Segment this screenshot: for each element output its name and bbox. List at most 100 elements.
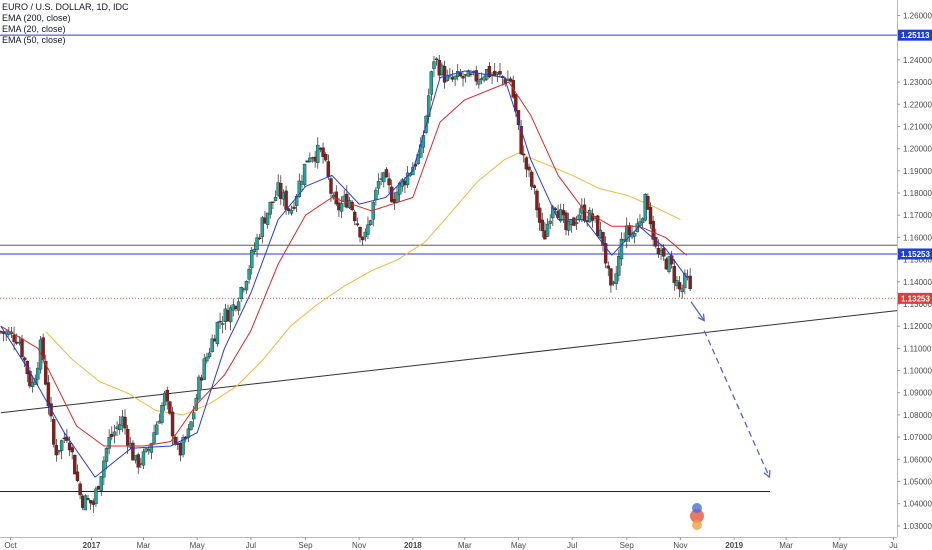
candle-up (202, 358, 206, 380)
candle-down (70, 447, 74, 453)
candle-up (294, 195, 299, 206)
candle-up (36, 367, 40, 380)
x-tick-label: Mar (137, 541, 151, 550)
candle-down (498, 70, 502, 75)
legend-ema-50: EMA (50, close) (2, 35, 66, 45)
candle-up (94, 488, 98, 504)
candle-down (20, 338, 24, 357)
price-badge-label: 1.25113 (901, 31, 930, 40)
candle-up (252, 248, 257, 253)
y-tick-label: 1.07000 (903, 433, 932, 442)
ema-50-line (0, 81, 687, 447)
trendline-layer[interactable] (0, 310, 898, 414)
price-badge[interactable] (898, 248, 932, 260)
candle-up (574, 222, 579, 225)
y-tick-label: 1.21000 (903, 122, 932, 131)
candle-down (324, 154, 328, 161)
forecast-arrows[interactable] (690, 301, 771, 479)
candle-up (152, 432, 156, 444)
candle-down (601, 231, 605, 246)
candle-down (46, 382, 51, 407)
candle-down (603, 243, 608, 264)
price-badge-label: 1.15253 (901, 250, 930, 259)
candle-up (207, 352, 212, 358)
candle-up (149, 443, 154, 453)
candle-up (30, 382, 35, 387)
candle-up (59, 440, 64, 451)
candle-up (429, 71, 434, 95)
candle-down (22, 357, 27, 361)
candle-down (218, 320, 222, 323)
candle-up (566, 221, 571, 231)
forecast-arrow-head (763, 470, 771, 479)
horizontal-lines[interactable] (0, 34, 897, 492)
x-tick-label: Oct (4, 541, 17, 550)
forecast-arrow-1[interactable] (690, 301, 705, 321)
y-tick-label: 1.05000 (903, 477, 932, 486)
candle-down (529, 171, 534, 187)
forecast-arrow-2[interactable] (703, 330, 770, 478)
y-tick-label: 1.18000 (903, 189, 932, 198)
candle-up (107, 437, 111, 449)
price-badge[interactable] (898, 29, 932, 41)
y-tick-label: 1.16000 (903, 233, 932, 242)
candle-up (339, 203, 344, 212)
candle-up (236, 301, 241, 311)
candle-down (173, 436, 177, 445)
trendline[interactable] (0, 310, 898, 414)
x-tick-label: 2017 (83, 541, 101, 550)
candle-down (326, 161, 331, 178)
candle-down (353, 211, 357, 222)
candle-up (221, 323, 225, 325)
candle-down (292, 206, 296, 209)
candle-up (273, 196, 278, 201)
legend-ema-200: EMA (200, close) (2, 13, 71, 23)
candle-down (662, 248, 666, 257)
candle-up (640, 218, 645, 224)
candle-down (284, 190, 288, 210)
candle-up (210, 338, 214, 353)
candle-down (487, 66, 492, 77)
time-axis[interactable]: Oct 2017 Mar May Jul Sep Nov 2018 Mar May Jul Sep No… (0, 537, 932, 550)
candle-up (466, 70, 471, 77)
candle-up (289, 209, 294, 214)
candle-up (638, 221, 642, 226)
candle-down (458, 72, 463, 76)
candle-up (99, 476, 103, 491)
candle-down (73, 454, 77, 475)
watermark-logo (690, 503, 704, 530)
x-tick-label: 2019 (725, 541, 743, 550)
y-tick-label: 1.09000 (903, 389, 932, 398)
x-tick-label: Ju (889, 541, 897, 550)
candle-up (154, 424, 159, 435)
x-tick-label: Jul (246, 541, 256, 550)
x-tick-label: 2018 (404, 541, 422, 550)
candle-down (535, 190, 539, 211)
candle-down (469, 73, 473, 75)
candle-up (181, 437, 185, 455)
x-tick-label: Nov (673, 541, 687, 550)
price-badge[interactable] (898, 292, 932, 304)
candle-up (265, 212, 270, 225)
price-axis[interactable]: 1.26000 1.24000 1.23000 1.22000 1.21000 1.200… (897, 0, 932, 550)
x-tick-label: Jul (567, 541, 577, 550)
candle-up (297, 180, 301, 198)
candle-up (189, 421, 193, 430)
y-tick-label: 1.15000 (903, 256, 932, 265)
price-axis-bg (897, 0, 932, 550)
candle-up (118, 424, 122, 430)
y-tick-label: 1.17000 (903, 211, 932, 220)
candle-up (57, 449, 61, 453)
candle-up (244, 281, 249, 291)
candle-up (205, 356, 209, 362)
candle-up (247, 268, 251, 280)
candle-down (168, 401, 172, 414)
ema-20-line (0, 70, 688, 478)
y-tick-label: 1.23000 (903, 78, 932, 87)
candle-down (434, 58, 439, 60)
candle-up (683, 273, 687, 289)
candle-down (527, 166, 531, 171)
candle-up (268, 201, 272, 215)
candle-down (287, 208, 291, 211)
